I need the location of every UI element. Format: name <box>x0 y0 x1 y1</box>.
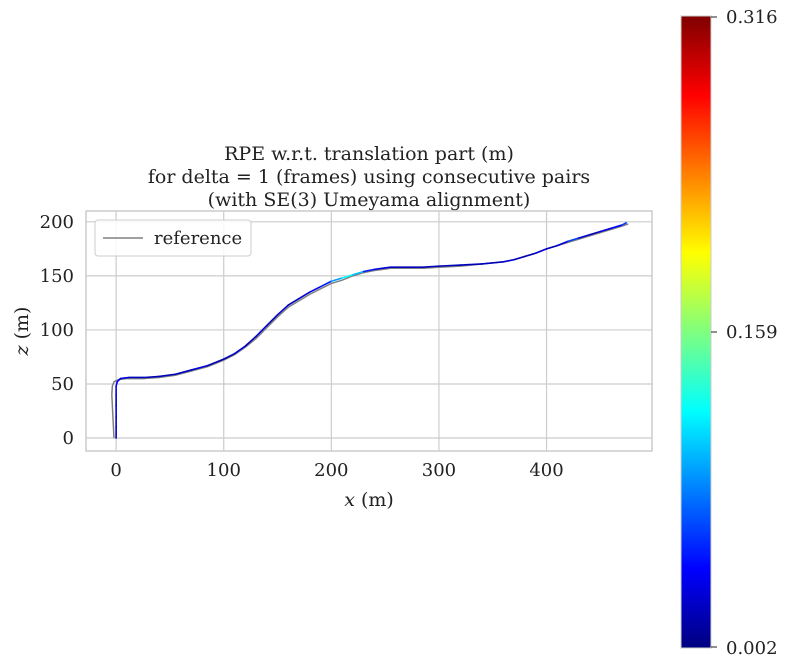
colorbar-gradient <box>680 15 712 649</box>
grid-lines <box>86 211 652 451</box>
estimate-segment <box>119 376 130 380</box>
estimate-segment <box>588 230 602 236</box>
chart-title: RPE w.r.t. translation part (m) for delt… <box>148 143 590 211</box>
estimate-segment <box>330 277 343 283</box>
estimate-segment <box>373 266 392 271</box>
estimate-segment <box>524 252 537 258</box>
estimate-segment <box>158 373 177 378</box>
estimate-segment <box>206 358 225 367</box>
x-tick-label: 0 <box>110 460 121 481</box>
title-line-3: (with SE(3) Umeyama alignment) <box>208 189 531 211</box>
estimate-segment <box>502 258 516 263</box>
estimate-segment <box>265 313 279 327</box>
estimate-segment <box>255 324 268 338</box>
y-axis-label: z (m) <box>11 307 33 357</box>
x-tick-label: 200 <box>314 460 348 481</box>
estimate-segment <box>341 273 354 279</box>
estimate-segment <box>143 375 160 379</box>
y-tick-label: 100 <box>40 320 74 341</box>
legend-box <box>94 219 252 257</box>
estimate-segment <box>599 227 612 233</box>
y-tick-label: 150 <box>40 266 74 287</box>
legend-label-reference: reference <box>154 228 242 249</box>
colorbar-label-mid: 0.159 <box>726 322 778 343</box>
x-axis-label: x (m) <box>344 489 394 511</box>
y-ticks: 0 50 100 150 200 <box>40 212 74 449</box>
estimate-segment <box>556 240 569 247</box>
colorbar: 0.316 0.159 0.002 <box>680 7 778 659</box>
colorbar-label-max: 0.316 <box>726 7 778 28</box>
estimate-segment <box>534 248 548 254</box>
estimate-segment <box>621 222 627 226</box>
estimate-segment <box>459 263 483 266</box>
y-tick-label: 50 <box>51 374 74 395</box>
colorbar-label-min: 0.002 <box>726 638 778 659</box>
estimate-segment <box>610 224 623 230</box>
y-tick-label: 0 <box>63 428 74 449</box>
estimate-segment <box>298 291 311 300</box>
estimate-segment <box>174 369 193 376</box>
estimate-segment <box>233 345 247 355</box>
x-tick-label: 400 <box>529 460 563 481</box>
estimate-segment <box>362 268 376 273</box>
estimate-segment <box>513 255 526 261</box>
estimate-segment <box>481 261 505 265</box>
plot-area <box>85 210 653 452</box>
estimate-segment <box>422 265 440 269</box>
y-tick-label: 200 <box>40 212 74 233</box>
estimate-segment <box>567 237 580 243</box>
estimate-segment <box>352 270 365 276</box>
x-tick-label: 100 <box>207 460 241 481</box>
estimate-segment <box>578 233 591 239</box>
trajectories <box>111 222 629 439</box>
estimate-segment <box>244 335 257 347</box>
estimate-segment <box>438 264 462 267</box>
x-tick-label: 300 <box>422 460 456 481</box>
estimate-segment <box>545 244 559 250</box>
estimate-segment <box>319 280 333 288</box>
estimate-segment <box>276 304 290 316</box>
estimate-segment <box>309 285 322 293</box>
title-line-1: RPE w.r.t. translation part (m) <box>224 143 514 165</box>
title-line-2: for delta = 1 (frames) using consecutive… <box>148 166 590 188</box>
estimate-segment <box>222 352 236 360</box>
estimate-segment <box>190 364 209 371</box>
legend: reference <box>94 219 252 257</box>
estimate-segment <box>287 297 300 306</box>
x-ticks: 0 100 200 300 400 <box>110 460 563 481</box>
